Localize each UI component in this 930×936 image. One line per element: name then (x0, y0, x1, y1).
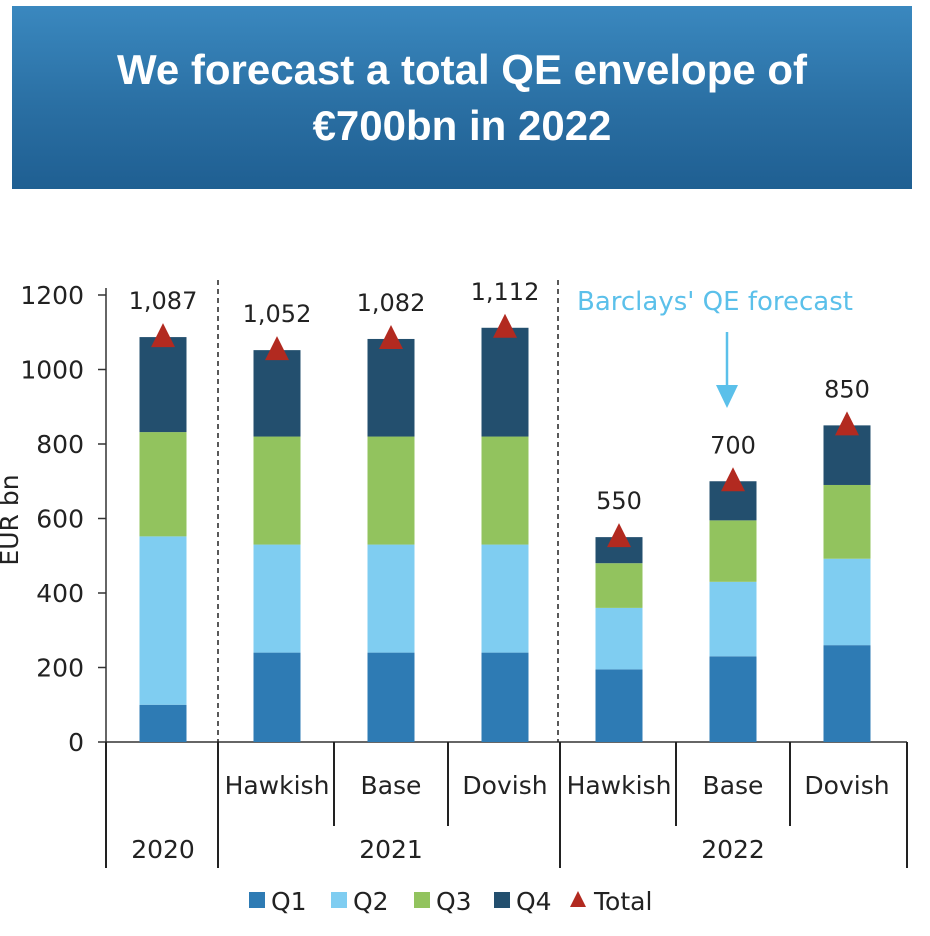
annotation-text: Barclays' QE forecast (577, 287, 853, 317)
scenario-label-4: Hawkish (567, 771, 672, 800)
total-marker-4 (607, 523, 631, 548)
legend-swatch-q1 (249, 892, 265, 908)
total-label-3: 1,112 (471, 278, 540, 306)
bar-q1-5 (709, 656, 757, 742)
title-banner: We forecast a total QE envelope of €700b… (12, 6, 912, 189)
bar-q2-0 (139, 536, 187, 705)
legend-label-q1: Q1 (271, 887, 307, 916)
legend-swatch-total (570, 891, 586, 907)
y-tick-label: 800 (36, 430, 84, 459)
y-axis-title: EUR bn (0, 474, 24, 565)
bar-q2-3 (481, 544, 529, 653)
bar-q1-2 (367, 652, 415, 742)
year-label-2022: 2022 (701, 835, 765, 864)
total-label-0: 1,087 (129, 287, 198, 315)
bar-q3-1 (253, 436, 301, 545)
legend-label-q4: Q4 (516, 887, 552, 916)
bar-q3-2 (367, 436, 415, 545)
scenario-label-2: Base (361, 771, 422, 800)
total-marker-1 (265, 336, 289, 361)
bar-q4-0 (139, 337, 187, 433)
y-tick-label: 400 (36, 579, 84, 608)
legend-label-q3: Q3 (436, 887, 472, 916)
bar-q2-6 (823, 558, 871, 646)
total-label-2: 1,082 (357, 289, 426, 317)
scenario-label-3: Dovish (462, 771, 547, 800)
legend-label-q2: Q2 (353, 887, 389, 916)
total-marker-2 (379, 324, 403, 349)
legend-swatch-q3 (414, 892, 430, 908)
total-label-1: 1,052 (243, 300, 312, 328)
y-tick-label: 0 (68, 728, 84, 757)
bar-q3-3 (481, 436, 529, 545)
bar-q1-3 (481, 652, 529, 742)
total-label-4: 550 (596, 487, 642, 515)
bar-q3-5 (709, 520, 757, 582)
bar-q2-4 (595, 607, 643, 670)
total-marker-6 (835, 411, 859, 436)
y-tick-label: 1200 (20, 281, 84, 310)
bar-q1-1 (253, 652, 301, 742)
bar-q4-1 (253, 350, 301, 437)
annotation-arrow-head (716, 385, 738, 408)
legend-swatch-q4 (494, 892, 510, 908)
bar-q3-6 (823, 484, 871, 559)
bar-q4-3 (481, 327, 529, 437)
bar-q2-2 (367, 544, 415, 653)
y-tick-label: 200 (36, 654, 84, 683)
bar-q3-4 (595, 563, 643, 608)
total-label-5: 700 (710, 431, 756, 459)
total-label-6: 850 (824, 375, 870, 403)
y-tick-label: 1000 (20, 356, 84, 385)
y-tick-label: 600 (36, 505, 84, 534)
total-marker-5 (721, 467, 745, 492)
scenario-label-5: Base (703, 771, 764, 800)
legend-swatch-q2 (331, 892, 347, 908)
year-label-2021: 2021 (359, 835, 423, 864)
bar-q1-4 (595, 669, 643, 742)
page-title: We forecast a total QE envelope of €700b… (116, 45, 808, 149)
scenario-label-6: Dovish (804, 771, 889, 800)
bar-q3-0 (139, 432, 187, 537)
bar-q4-2 (367, 338, 415, 437)
bar-q2-1 (253, 544, 301, 653)
year-label-2020: 2020 (131, 835, 195, 864)
total-marker-3 (493, 313, 517, 338)
bar-q1-0 (139, 704, 187, 742)
bar-q1-6 (823, 645, 871, 742)
legend-label-total: Total (593, 887, 652, 916)
total-marker-0 (151, 323, 175, 348)
bar-q2-5 (709, 581, 757, 657)
scenario-label-1: Hawkish (225, 771, 330, 800)
